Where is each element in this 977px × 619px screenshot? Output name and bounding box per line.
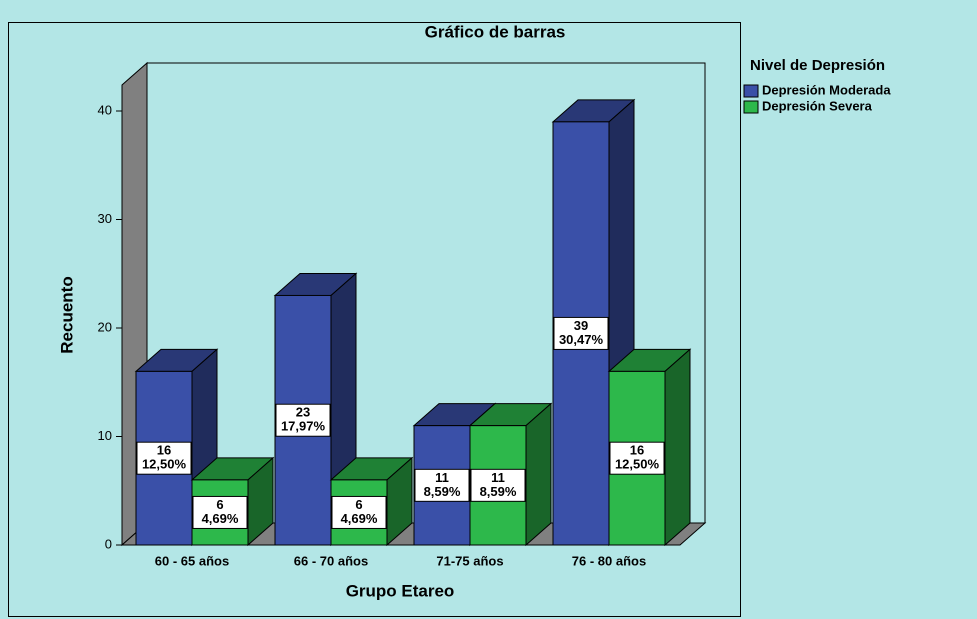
data-label-box	[331, 495, 387, 529]
data-label-box	[609, 441, 665, 475]
y-tick-label: 10	[98, 428, 112, 443]
data-label-percent: 12,50%	[142, 457, 187, 472]
data-label-box	[414, 468, 470, 502]
data-label-percent: 8,59%	[480, 484, 517, 499]
data-label-percent: 4,69%	[202, 511, 239, 526]
x-tick-label: 60 - 65 años	[155, 553, 229, 568]
y-tick-label: 30	[98, 211, 112, 226]
data-label-box	[192, 495, 248, 529]
data-label-percent: 12,50%	[615, 457, 660, 472]
data-label: 23	[296, 405, 310, 420]
data-label: 39	[574, 318, 588, 333]
data-label: 11	[435, 470, 449, 485]
data-label-box	[470, 468, 526, 502]
legend-label: Depresión Severa	[762, 98, 873, 113]
data-label-percent: 8,59%	[424, 484, 461, 499]
bar-side	[664, 348, 691, 547]
legend-swatch	[743, 84, 759, 98]
data-label-percent: 30,47%	[559, 332, 604, 347]
data-label-box	[553, 316, 609, 350]
data-label-box	[136, 441, 192, 475]
data-label: 6	[355, 497, 362, 512]
legend-title: Nivel de Depresión	[750, 57, 885, 74]
data-label-percent: 17,97%	[281, 419, 326, 434]
data-label: 16	[157, 443, 171, 458]
y-tick-label: 0	[105, 536, 112, 551]
x-axis-label: Grupo Etareo	[346, 581, 455, 600]
chart-title: Gráfico de barras	[425, 22, 566, 41]
data-label-box	[275, 403, 331, 437]
data-label: 6	[216, 497, 223, 512]
x-tick-label: 66 - 70 años	[294, 553, 368, 568]
chart-frame	[8, 22, 741, 617]
bar-side	[525, 402, 552, 547]
x-tick-label: 76 - 80 años	[572, 553, 646, 568]
x-tick-label: 71-75 años	[436, 553, 503, 568]
y-axis-label: Recuento	[57, 276, 76, 353]
y-tick-label: 40	[98, 102, 112, 117]
data-label: 11	[491, 470, 505, 485]
data-label-percent: 4,69%	[341, 511, 378, 526]
legend-swatch	[743, 100, 759, 114]
y-tick-label: 20	[98, 319, 112, 334]
legend-label: Depresión Moderada	[762, 82, 891, 97]
data-label: 16	[630, 443, 644, 458]
